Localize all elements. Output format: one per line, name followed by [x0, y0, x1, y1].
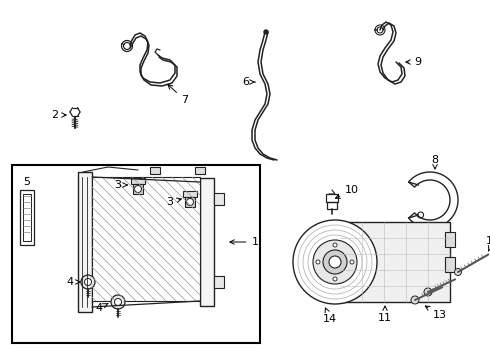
Circle shape [350, 260, 354, 264]
Text: 10: 10 [336, 185, 359, 198]
Text: 4: 4 [96, 303, 108, 313]
Text: 5: 5 [24, 177, 30, 187]
Text: 11: 11 [378, 306, 392, 323]
Text: 3: 3 [167, 197, 181, 207]
Bar [340, 222, 450, 302]
Text: 1: 1 [230, 237, 259, 247]
Bar [20, 190, 34, 245]
Bar [23, 194, 31, 241]
Bar [183, 191, 197, 197]
Circle shape [411, 296, 419, 304]
Text: 12: 12 [486, 235, 490, 251]
Circle shape [424, 288, 432, 296]
Circle shape [455, 269, 462, 275]
Bar [195, 167, 205, 174]
Circle shape [115, 298, 122, 306]
Bar [185, 197, 195, 207]
Text: 8: 8 [431, 155, 439, 169]
Text: 9: 9 [406, 57, 421, 67]
Text: 13: 13 [425, 306, 447, 320]
Circle shape [187, 198, 194, 206]
Text: 4: 4 [67, 277, 80, 287]
Text: 7: 7 [168, 85, 189, 105]
Text: 2: 2 [51, 110, 66, 120]
Bar [78, 172, 92, 312]
Circle shape [333, 277, 337, 281]
Circle shape [111, 295, 125, 309]
Circle shape [293, 220, 377, 304]
Bar [445, 257, 455, 272]
Bar [327, 202, 337, 209]
Text: 3: 3 [115, 180, 127, 190]
Bar [92, 177, 200, 301]
Circle shape [329, 256, 341, 268]
Circle shape [333, 243, 337, 247]
Circle shape [323, 250, 347, 274]
Text: 6: 6 [243, 77, 255, 87]
Bar [326, 194, 338, 202]
Bar [214, 276, 224, 288]
Bar [445, 232, 455, 247]
Text: 14: 14 [323, 308, 337, 324]
Bar [12, 165, 260, 343]
Bar [150, 167, 160, 174]
Circle shape [316, 260, 320, 264]
Circle shape [264, 30, 268, 34]
Bar [131, 178, 145, 184]
Bar [214, 193, 224, 205]
Circle shape [134, 185, 142, 193]
Circle shape [313, 240, 357, 284]
Circle shape [81, 275, 95, 289]
Bar [133, 184, 143, 194]
Circle shape [84, 279, 92, 285]
Bar [200, 178, 214, 306]
